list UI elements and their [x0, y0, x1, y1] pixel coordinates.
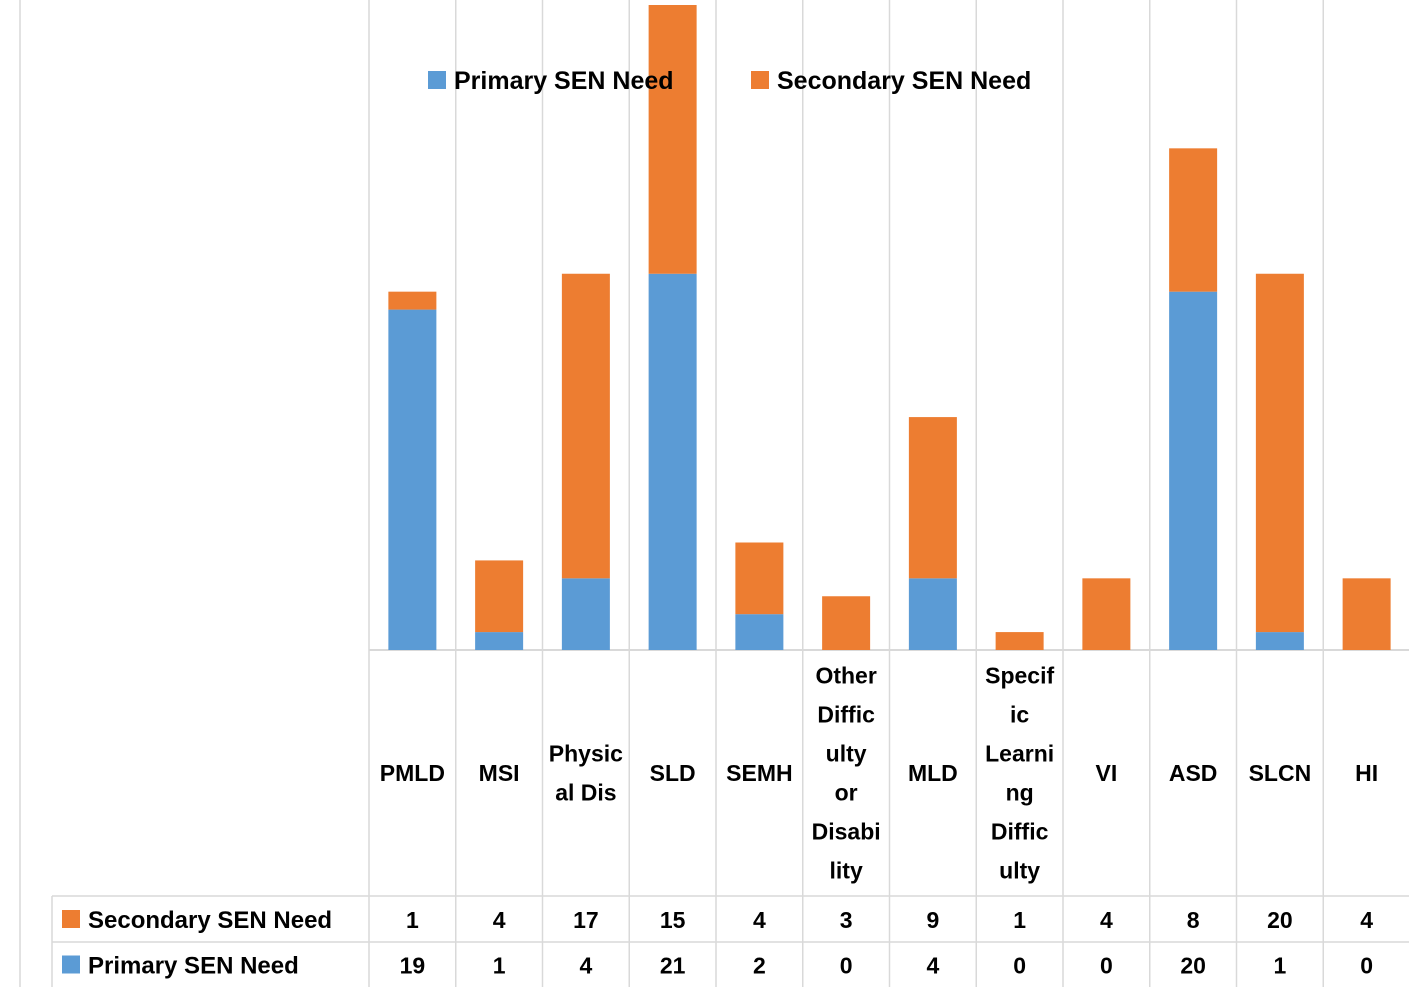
table-cell-primary: 0 — [1013, 953, 1026, 979]
category-label: Specif ic Learni ng Diffic ulty — [985, 663, 1054, 884]
secondary-bar-0 — [388, 291, 437, 310]
table-cell-secondary: 20 — [1267, 907, 1293, 933]
category-label: ASD — [1169, 760, 1218, 786]
category-labels: PMLD MSI Physic al Dis SLD SEMH Other Diffic ult… — [380, 663, 1378, 884]
primary-bar-6 — [908, 578, 957, 650]
category-label: Other Diffic ulty or Disabi lity — [812, 663, 881, 884]
table-cell-primary: 4 — [579, 953, 592, 979]
category-label: SLCN — [1249, 760, 1312, 786]
category-label: PMLD — [380, 760, 445, 786]
category-label: VI — [1096, 760, 1118, 786]
category-label: Physic al Dis — [549, 741, 623, 806]
table-row-label-secondary: Secondary SEN Need — [88, 907, 332, 934]
table-cell-primary: 2 — [753, 953, 766, 979]
table-cell-primary: 0 — [1360, 953, 1373, 979]
table-cell-primary: 1 — [493, 953, 506, 979]
table-swatch-primary — [62, 955, 80, 974]
primary-bar-1 — [475, 632, 524, 650]
secondary-bar-4 — [735, 542, 784, 615]
legend-swatch-secondary — [751, 71, 769, 89]
table-cell-secondary: 4 — [493, 907, 506, 933]
primary-bar-0 — [388, 309, 437, 650]
table-cell-primary: 0 — [1100, 953, 1113, 979]
category-label: HI — [1355, 760, 1378, 786]
table-cell-primary: 1 — [1273, 953, 1286, 979]
category-label: SEMH — [726, 760, 792, 786]
primary-bar-4 — [735, 614, 784, 650]
chart-legend: Primary SEN Need Secondary SEN Need — [428, 67, 1031, 95]
secondary-bar-1 — [475, 560, 524, 633]
chart-gridlines — [19, 0, 1409, 987]
legend-swatch-primary — [428, 71, 446, 89]
primary-bar-3 — [648, 273, 697, 650]
table-cell-secondary: 8 — [1187, 907, 1200, 933]
legend-label-secondary: Secondary SEN Need — [777, 67, 1031, 95]
secondary-bar-3 — [648, 5, 697, 274]
primary-bar-9 — [1169, 291, 1218, 650]
secondary-bar-6 — [908, 417, 957, 579]
legend-label-primary: Primary SEN Need — [454, 67, 674, 95]
table-cell-secondary: 4 — [1100, 907, 1113, 933]
table-cell-secondary: 1 — [1013, 907, 1026, 933]
primary-bar-2 — [561, 578, 610, 650]
secondary-bar-5 — [822, 596, 871, 650]
table-cell-secondary: 4 — [753, 907, 766, 933]
secondary-bar-10 — [1255, 273, 1304, 633]
table-cell-secondary: 17 — [573, 907, 599, 933]
table-cell-primary: 4 — [926, 953, 939, 979]
secondary-bar-11 — [1342, 578, 1391, 650]
primary-bar-10 — [1255, 632, 1304, 650]
table-cell-secondary: 15 — [660, 907, 686, 933]
table-cell-secondary: 9 — [926, 907, 939, 933]
secondary-bar-2 — [561, 273, 610, 579]
category-label: SLD — [650, 760, 696, 786]
table-row-label-primary: Primary SEN Need — [88, 953, 299, 980]
table-cell-primary: 21 — [660, 953, 686, 979]
category-label: MLD — [908, 760, 958, 786]
table-cell-primary: 19 — [400, 953, 426, 979]
secondary-bar-7 — [995, 632, 1044, 650]
table-cell-secondary: 1 — [406, 907, 419, 933]
chart-bars — [388, 5, 1391, 650]
table-cell-secondary: 3 — [840, 907, 853, 933]
table-swatch-secondary — [62, 910, 80, 928]
secondary-bar-9 — [1169, 148, 1218, 292]
table-cell-secondary: 4 — [1360, 907, 1373, 933]
category-label: MSI — [479, 760, 520, 786]
table-cell-primary: 0 — [840, 953, 853, 979]
table-cell-primary: 20 — [1180, 953, 1206, 979]
secondary-bar-8 — [1082, 578, 1131, 650]
data-table: Secondary SEN Need 1 4 17 15 4 3 9 1 4 8 20 4Primary… — [62, 907, 1373, 980]
